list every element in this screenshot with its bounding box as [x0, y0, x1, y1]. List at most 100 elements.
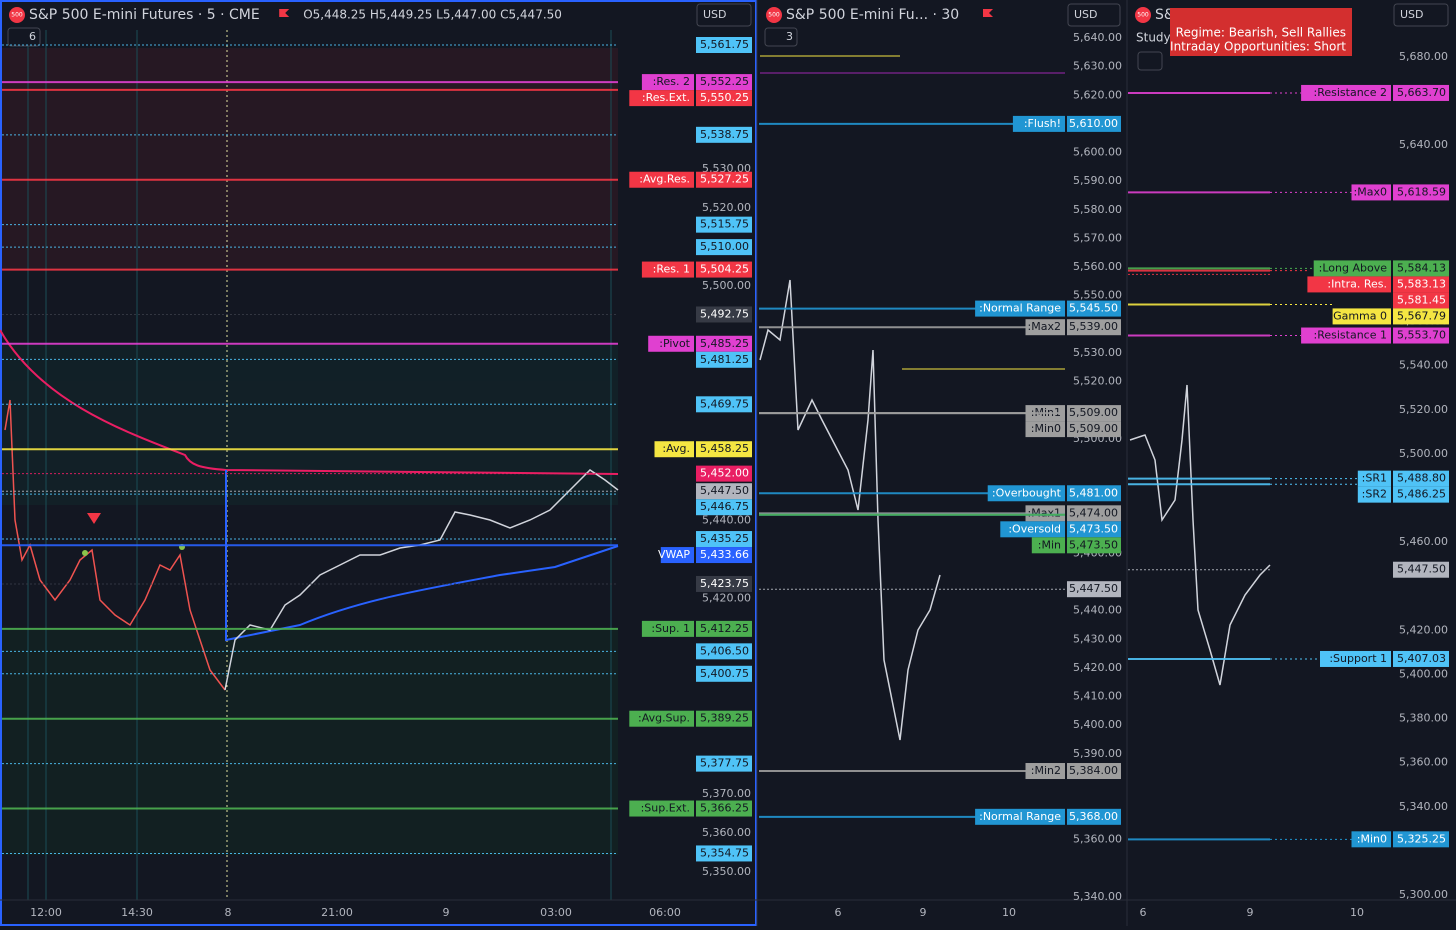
price-tick-label: 5,400.00 [1073, 718, 1122, 731]
price-tag [1067, 581, 1121, 598]
level-name-tag [1025, 319, 1065, 336]
level-name-tag [641, 261, 694, 278]
level-name: :Oversold [1008, 522, 1061, 535]
price-tag-value: 5,447.50 [700, 484, 749, 497]
price-tag [696, 335, 752, 352]
price-tag [1067, 115, 1121, 132]
price-tag-value: 5,488.80 [1397, 472, 1446, 485]
currency-select[interactable] [1393, 3, 1449, 27]
price-tick-label: 5,390.00 [1073, 747, 1122, 760]
level-name-tag [1025, 763, 1065, 780]
price-tick-label: 5,640.00 [1399, 138, 1448, 151]
price-tag [696, 441, 752, 458]
price-tick-label: 5,340.00 [1399, 800, 1448, 813]
indicator-toggle[interactable] [764, 27, 798, 47]
level-name-tag [1012, 115, 1065, 132]
price-tag-value: 5,550.25 [700, 91, 749, 104]
price-tag [1067, 485, 1121, 502]
time-label: 06:00 [649, 906, 681, 919]
level-name-tag [1332, 308, 1391, 325]
level-name-tag [1025, 505, 1065, 522]
indicator-count: 6 [29, 30, 36, 43]
price-tick-label: 5,520.00 [1399, 403, 1448, 416]
price-tag-value: 5,481.25 [700, 353, 749, 366]
level-name: :Avg. [662, 442, 690, 455]
indicator-count: 3 [786, 30, 793, 43]
price-tag-value: 5,368.00 [1069, 810, 1118, 823]
price-tag [696, 483, 752, 500]
level-name-tag [629, 90, 694, 107]
level-name: :Resistance 2 [1314, 86, 1387, 99]
price-line [4, 399, 226, 691]
symbol-icon [1135, 7, 1151, 23]
price-tag [1393, 650, 1449, 667]
level-name: :Res. 1 [653, 263, 690, 276]
price-tag-value: 5,610.00 [1069, 117, 1118, 130]
currency-select[interactable] [1067, 3, 1121, 27]
time-label: 21:00 [321, 906, 353, 919]
level-name-tag [1351, 184, 1391, 201]
time-label: 8 [225, 906, 232, 919]
resistance-zone [2, 48, 618, 270]
price-tag-value: 5,407.03 [1397, 652, 1446, 665]
price-tag [1067, 808, 1121, 825]
time-label: 12:00 [30, 906, 62, 919]
price-tick-label: 5,360.00 [1073, 833, 1122, 846]
price-tag-value: 5,354.75 [700, 846, 749, 859]
price-tag-value: 5,474.00 [1069, 506, 1118, 519]
price-tag-value: 5,552.25 [700, 75, 749, 88]
level-name: :Support 1 [1329, 652, 1387, 665]
level-name-tag [1031, 537, 1065, 554]
symbol-icon-text: 500 [768, 12, 780, 19]
price-tick-label: 5,640.00 [1073, 31, 1122, 44]
level-name: :Avg.Sup. [638, 712, 690, 725]
price-tag-value: 5,406.50 [700, 644, 749, 657]
level-name: :Pivot [659, 337, 690, 350]
level-name-tag [660, 547, 694, 564]
indicator-toggle[interactable] [7, 27, 41, 47]
price-tick-label: 5,420.00 [1073, 661, 1122, 674]
price-tick-label: 5,520.00 [1073, 375, 1122, 388]
price-tag [1393, 184, 1449, 201]
collapse-button[interactable] [1137, 51, 1163, 71]
price-tag [696, 216, 752, 233]
price-tag-value: 5,510.00 [700, 240, 749, 253]
price-tag [1067, 319, 1121, 336]
price-tag-value: 5,452.00 [700, 467, 749, 480]
level-name: :Min2 [1031, 764, 1061, 777]
price-tick-label: 5,590.00 [1073, 174, 1122, 187]
price-tag [696, 351, 752, 368]
level-name-tag [629, 171, 694, 188]
price-tag [696, 547, 752, 564]
signal-dot [82, 550, 88, 556]
price-tick-label: 5,630.00 [1073, 60, 1122, 73]
price-tag-value: 5,433.66 [700, 548, 749, 561]
price-tag [1067, 521, 1121, 538]
zones [2, 48, 618, 855]
level-name: :Max2 [1028, 320, 1061, 333]
currency-label: USD [1400, 8, 1424, 21]
level-name-tag [1307, 276, 1391, 293]
level-name: :Res.Ext. [642, 91, 690, 104]
level-name-tag [629, 710, 694, 727]
level-name-tag [975, 300, 1065, 317]
level-name: :SR1 [1362, 472, 1387, 485]
notice-text: Regime: Bearish, Sell Rallies [1176, 26, 1346, 40]
price-tag [1393, 292, 1449, 309]
time-label: 14:30 [121, 906, 153, 919]
level-name: :Res. 2 [653, 75, 690, 88]
currency-select[interactable] [696, 3, 752, 27]
level-name: :Max1 [1028, 506, 1061, 519]
level-name-tag [1357, 486, 1391, 503]
price-tick-label: 5,440.00 [702, 514, 751, 527]
ohlc: O5,448.25 H5,449.25 L5,447.00 C5,447.50 [303, 8, 562, 22]
price-tag [1393, 84, 1449, 101]
price-tag-value: 5,400.75 [700, 667, 749, 680]
price-tag-value: 5,527.25 [700, 173, 749, 186]
level-name-tag [629, 800, 694, 817]
chart-title: S&P 500 E-mini Fu... · 30 [786, 7, 959, 23]
pivot-zone [2, 345, 618, 505]
price-tag [696, 396, 752, 413]
price-tag-value: 5,581.45 [1397, 293, 1446, 306]
price-tag [696, 126, 752, 143]
